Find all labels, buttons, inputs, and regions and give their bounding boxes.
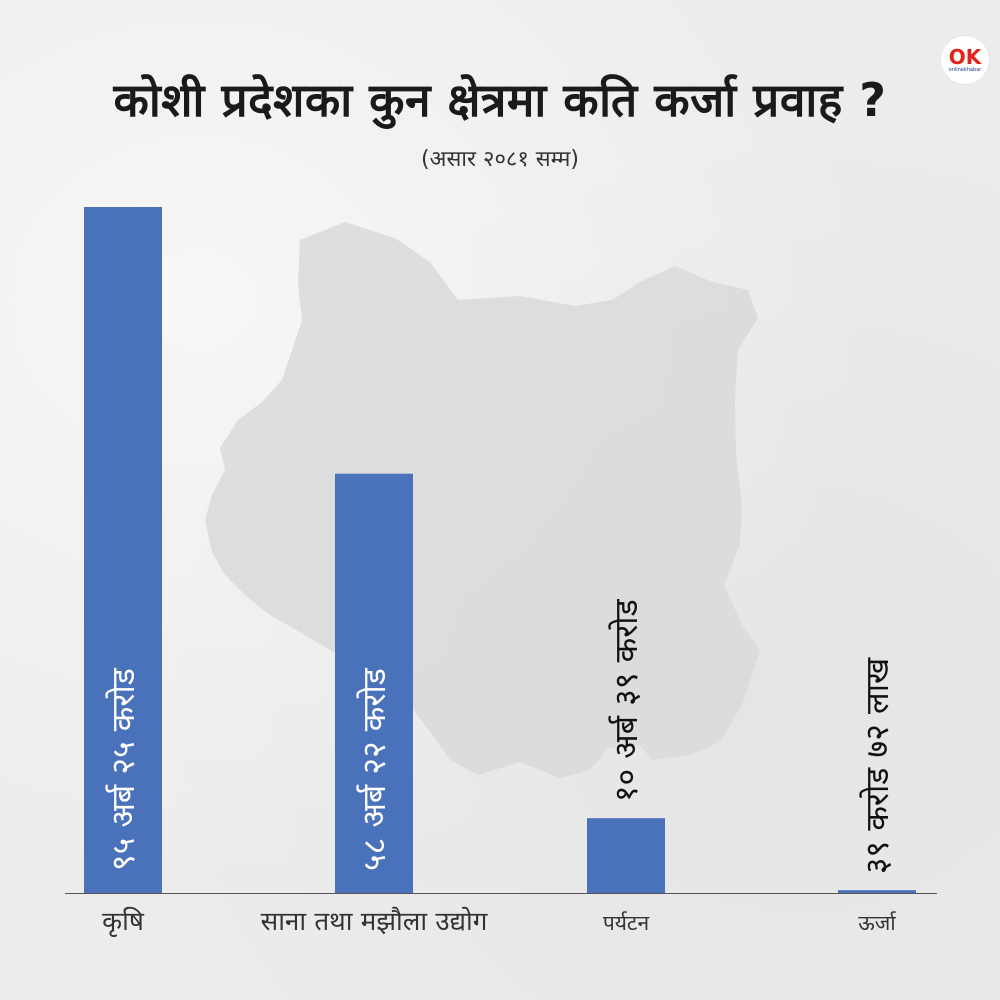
bar (838, 890, 916, 893)
category-label: ऊर्जा (858, 911, 897, 935)
bar (335, 473, 413, 893)
category-label: पर्यटन (603, 911, 650, 935)
bar (587, 818, 665, 893)
bar (84, 207, 162, 893)
bar-value-label: १० अर्ब ३९ करोड (607, 598, 645, 802)
category-label: कृषि (102, 906, 145, 937)
onlinekhabar-logo: OK onlinekhabar (941, 36, 989, 84)
bar-value-label: ९५ अर्ब २५ करोड (104, 667, 142, 871)
logo-mark: OK (948, 45, 982, 69)
bar-value-label: ३९ करोड ७२ लाख (858, 657, 896, 874)
logo-text: onlinekhabar (948, 67, 982, 73)
chart-title: कोशी प्रदेशका कुन क्षेत्रमा कति कर्जा प्… (113, 73, 887, 127)
category-label: साना तथा मझौला उद्योग (261, 906, 488, 937)
chart-subtitle: (असार २०८१ सम्म) (421, 147, 579, 172)
bar-value-label: ५८ अर्ब २२ करोड (355, 667, 393, 871)
